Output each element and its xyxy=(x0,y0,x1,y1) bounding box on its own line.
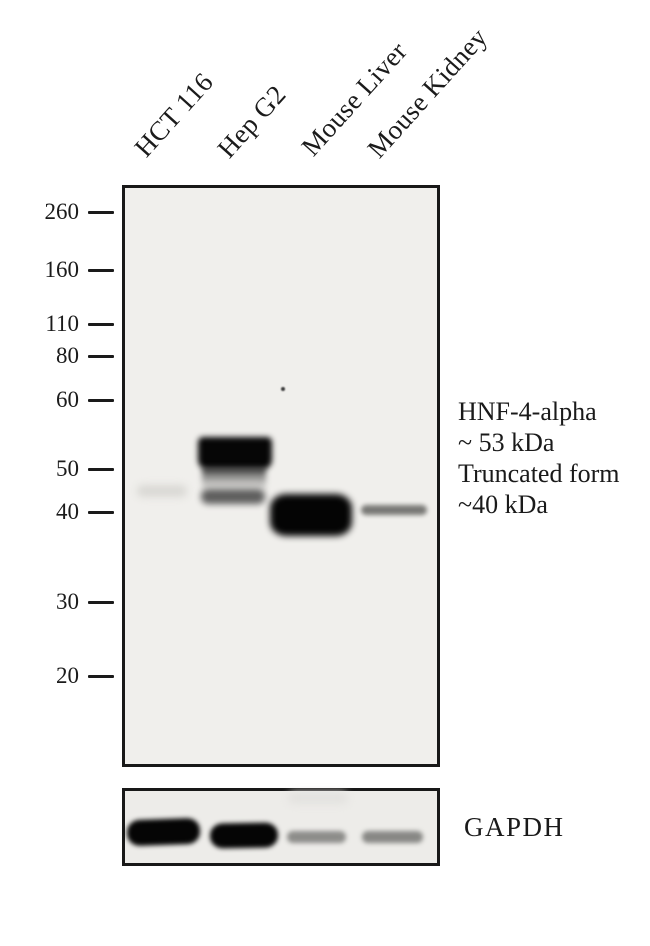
gapdh-control-panel xyxy=(122,788,440,866)
marker-tick-icon xyxy=(88,674,114,678)
marker-tick-icon xyxy=(88,398,114,402)
band-annotation: HNF-4-alpha ~ 53 kDa Truncated form ~40 … xyxy=(458,396,620,520)
marker-label-30: 30 xyxy=(56,589,79,614)
gapdh-band-mouse-liver xyxy=(287,831,346,843)
marker-label-60: 60 xyxy=(56,387,79,412)
marker-40: 40 xyxy=(28,498,114,526)
marker-label-50: 50 xyxy=(56,456,79,481)
annotation-line-truncated: Truncated form xyxy=(458,459,620,488)
marker-label-20: 20 xyxy=(56,663,79,688)
band-mouse-kidney-40kda xyxy=(361,505,427,515)
lane-label-hct-116: HCT 116 xyxy=(128,66,219,163)
marker-tick-icon xyxy=(88,210,114,214)
marker-label-110: 110 xyxy=(45,311,79,336)
marker-110: 110 xyxy=(28,310,114,338)
gapdh-band-hct116 xyxy=(126,817,201,847)
marker-50: 50 xyxy=(28,455,114,483)
marker-30: 30 xyxy=(28,588,114,616)
marker-tick-icon xyxy=(88,268,114,272)
marker-60: 60 xyxy=(28,386,114,414)
gapdh-faint-smudge xyxy=(288,792,348,804)
marker-label-80: 80 xyxy=(56,343,79,368)
marker-tick-icon xyxy=(88,510,114,514)
marker-label-160: 160 xyxy=(44,257,80,282)
marker-260: 260 xyxy=(28,198,114,226)
marker-160: 160 xyxy=(28,256,114,284)
annotation-line-size: ~ 53 kDa xyxy=(458,428,555,457)
gapdh-band-hepg2 xyxy=(209,822,279,849)
marker-tick-icon xyxy=(88,600,114,604)
band-hepg2-45kda-weak xyxy=(201,489,265,504)
annotation-line-target: HNF-4-alpha xyxy=(458,397,597,426)
band-hepg2-smear xyxy=(202,467,266,491)
gapdh-band-mouse-kidney xyxy=(362,831,423,843)
annotation-line-size2: ~40 kDa xyxy=(458,490,548,519)
marker-tick-icon xyxy=(88,322,114,326)
hnf4-alpha-blot-panel xyxy=(122,185,440,767)
marker-80: 80 xyxy=(28,342,114,370)
band-hepg2-53kda xyxy=(198,437,272,469)
lane-label-hep-g2: Hep G2 xyxy=(211,79,292,164)
marker-tick-icon xyxy=(88,354,114,358)
background-speck xyxy=(281,387,285,391)
marker-tick-icon xyxy=(88,467,114,471)
band-mouse-liver-40kda xyxy=(270,494,352,536)
band-hct116-trace-smudge xyxy=(137,485,187,497)
marker-20: 20 xyxy=(28,662,114,690)
gapdh-label: GAPDH xyxy=(464,812,565,842)
marker-label-40: 40 xyxy=(56,499,79,524)
marker-label-260: 260 xyxy=(44,199,80,224)
